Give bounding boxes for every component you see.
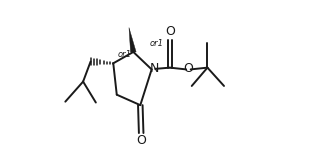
Text: O: O: [165, 25, 175, 38]
Text: O: O: [136, 134, 146, 147]
Polygon shape: [129, 27, 136, 52]
Text: or1: or1: [149, 39, 163, 48]
Text: N: N: [150, 61, 159, 74]
Text: O: O: [183, 61, 193, 74]
Text: or1: or1: [118, 50, 132, 59]
